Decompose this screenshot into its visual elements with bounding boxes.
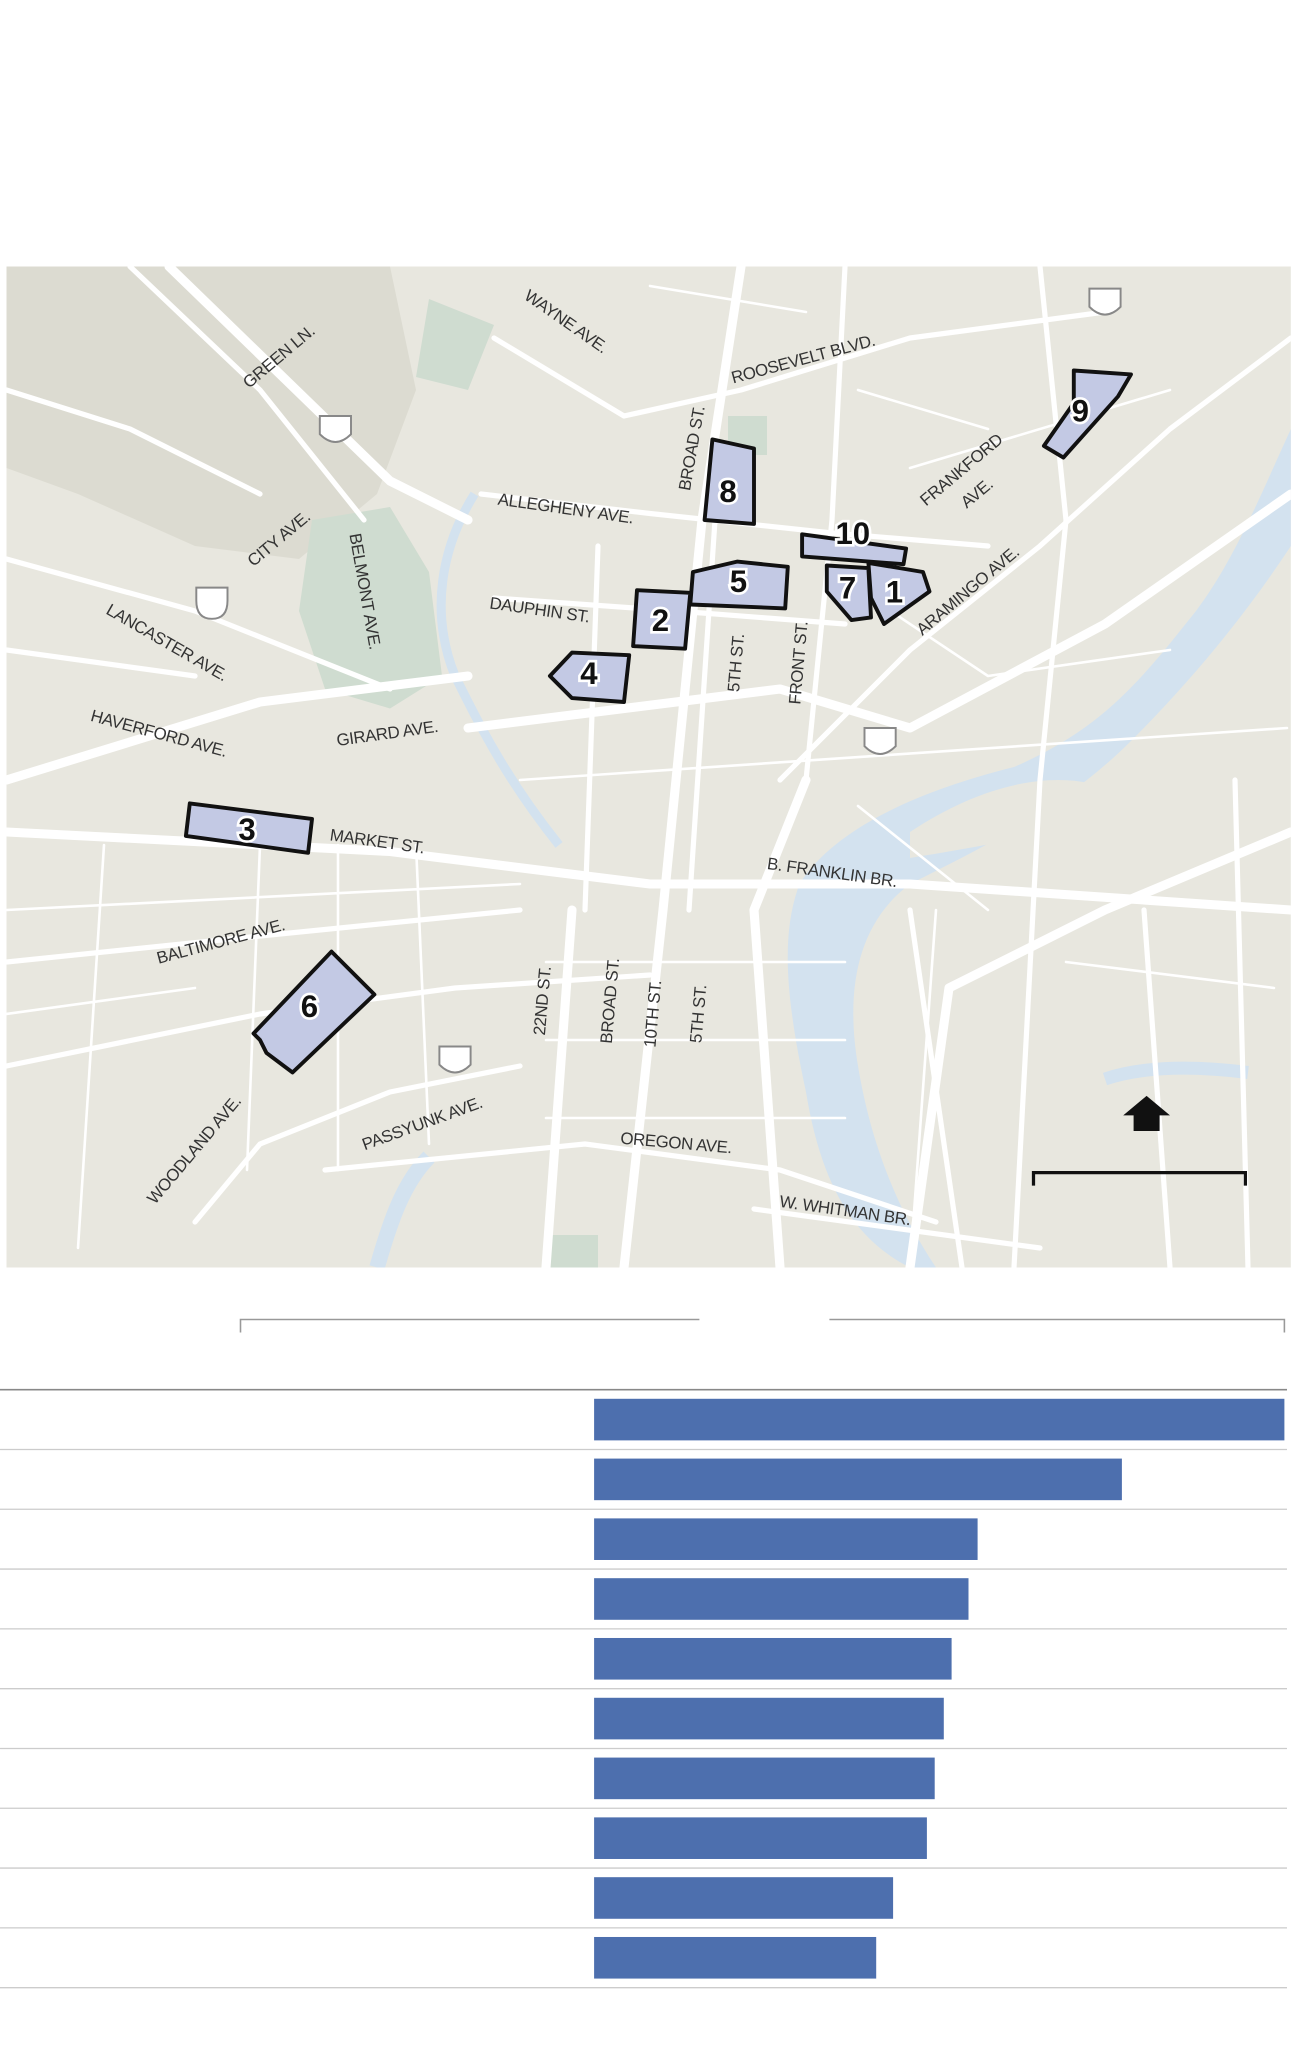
terrain: [6, 266, 417, 559]
river: [787, 428, 1291, 1268]
interstate-shields: [195, 287, 1122, 1074]
bar: [594, 1398, 1285, 1441]
bar-chart: [0, 1388, 1287, 1989]
neighborhood-number: 10: [835, 516, 870, 551]
neighborhood-number: 2: [652, 603, 669, 638]
bar: [594, 1637, 952, 1680]
neighborhood-number: 6: [301, 989, 318, 1024]
scale-bar: [1031, 1170, 1248, 1186]
neighborhood-number: 7: [839, 570, 856, 605]
bar: [594, 1877, 894, 1919]
neighborhood: [702, 437, 756, 526]
bar: [594, 1578, 969, 1620]
creek: [1102, 1061, 1249, 1086]
north-arrow: [1123, 1095, 1170, 1131]
neighborhood: [547, 650, 632, 704]
neighborhood: [800, 532, 909, 567]
bar: [594, 1697, 944, 1740]
header-bracket: [239, 1318, 1286, 1333]
neighborhood: [824, 563, 873, 623]
neighborhood: [183, 801, 314, 855]
island: [909, 779, 1118, 858]
neighborhood: [631, 588, 693, 651]
areas: 1 10 7 8 5 2 4 9 3 6: [183, 368, 1133, 1075]
creek: [369, 1151, 435, 1268]
bar: [594, 1757, 935, 1800]
bar: [594, 1518, 978, 1560]
neighborhood-number: 8: [719, 474, 736, 509]
park: [299, 506, 443, 709]
roads: [6, 266, 1291, 1268]
neighborhood: [1041, 368, 1133, 460]
neighborhood-number: 1: [886, 574, 903, 609]
bar: [594, 1458, 1122, 1501]
neighborhood-number: 5: [730, 564, 747, 599]
bar: [594, 1936, 877, 1979]
neighborhood: [251, 949, 377, 1075]
neighborhood-number: 9: [1072, 394, 1089, 429]
bar: [594, 1817, 927, 1859]
neighborhood-number: 4: [580, 656, 598, 691]
neighborhood-number: 3: [238, 812, 255, 847]
